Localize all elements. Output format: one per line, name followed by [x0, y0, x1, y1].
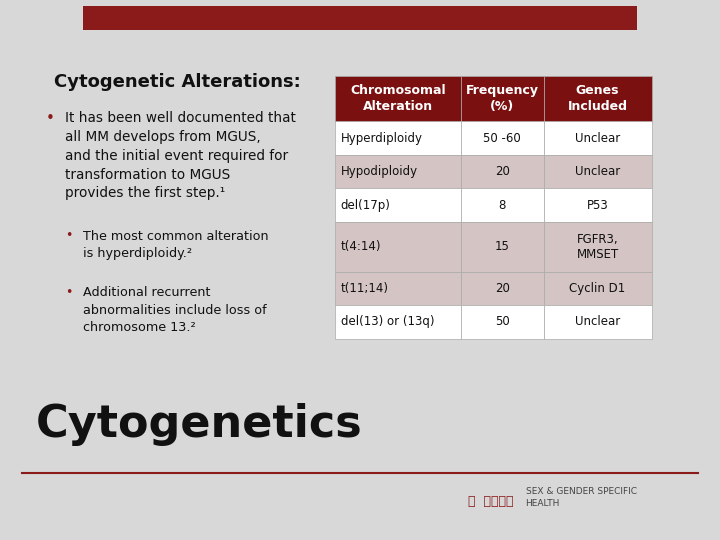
Text: Chromosomal
Alteration: Chromosomal Alteration	[350, 84, 446, 113]
Bar	[544, 122, 652, 155]
Text: Genes
Included: Genes Included	[567, 84, 628, 113]
Text: 50 -60: 50 -60	[483, 132, 521, 145]
Text: 20: 20	[495, 282, 510, 295]
Bar	[461, 222, 544, 272]
Text: Unclear: Unclear	[575, 315, 620, 328]
Text: 15: 15	[495, 240, 510, 253]
Text: Additional recurrent
abnormalities include loss of
chromosome 13.²: Additional recurrent abnormalities inclu…	[83, 286, 266, 334]
Text: FGFR3,
MMSET: FGFR3, MMSET	[577, 233, 618, 261]
Bar	[461, 76, 544, 122]
Bar	[83, 6, 637, 30]
Text: Frequency
(%): Frequency (%)	[466, 84, 539, 113]
Bar	[335, 188, 461, 222]
Bar	[544, 76, 652, 122]
Bar	[461, 305, 544, 339]
Bar	[544, 155, 652, 188]
Bar	[544, 222, 652, 272]
Text: 50: 50	[495, 315, 510, 328]
Text: t(4:14): t(4:14)	[341, 240, 381, 253]
Bar	[461, 155, 544, 188]
Text: del(17p): del(17p)	[341, 199, 390, 212]
Text: Hypodiploidy: Hypodiploidy	[341, 165, 418, 178]
Bar	[544, 272, 652, 305]
Text: P53: P53	[587, 199, 608, 212]
Text: •: •	[65, 286, 72, 299]
Bar	[335, 122, 461, 155]
Text: 8: 8	[498, 199, 506, 212]
Bar	[335, 222, 461, 272]
Bar	[461, 188, 544, 222]
Text: Cytogenetic Alterations:: Cytogenetic Alterations:	[54, 73, 301, 91]
Text: ⒣  ⓍⓍⓍⓎ: ⒣ ⓍⓍⓍⓎ	[468, 495, 513, 508]
Text: SEX & GENDER SPECIFIC
HEALTH: SEX & GENDER SPECIFIC HEALTH	[526, 488, 636, 508]
Text: Hyperdiploidy: Hyperdiploidy	[341, 132, 423, 145]
Text: del(13) or (13q): del(13) or (13q)	[341, 315, 434, 328]
Text: Unclear: Unclear	[575, 165, 620, 178]
Text: 20: 20	[495, 165, 510, 178]
Text: The most common alteration
is hyperdiploidy.²: The most common alteration is hyperdiplo…	[83, 230, 269, 260]
Text: t(11;14): t(11;14)	[341, 282, 389, 295]
Bar	[544, 305, 652, 339]
Text: •: •	[65, 230, 72, 242]
Bar	[335, 305, 461, 339]
Text: •: •	[46, 111, 55, 126]
Text: Cyclin D1: Cyclin D1	[570, 282, 626, 295]
Bar	[461, 122, 544, 155]
Bar	[335, 76, 461, 122]
Bar	[335, 155, 461, 188]
Bar	[544, 188, 652, 222]
Text: It has been well documented that
all MM develops from MGUS,
and the initial even: It has been well documented that all MM …	[65, 111, 296, 200]
Bar	[335, 272, 461, 305]
Text: Unclear: Unclear	[575, 132, 620, 145]
Bar	[461, 272, 544, 305]
Text: Cytogenetics: Cytogenetics	[36, 402, 363, 446]
